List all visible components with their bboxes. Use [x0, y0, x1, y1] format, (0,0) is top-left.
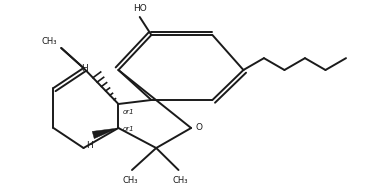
- Text: or1: or1: [123, 126, 135, 132]
- Text: or1: or1: [123, 108, 135, 114]
- Polygon shape: [92, 128, 118, 139]
- Text: O: O: [196, 124, 203, 133]
- Text: HO: HO: [133, 4, 147, 13]
- Text: CH₃: CH₃: [173, 176, 188, 185]
- Text: CH₃: CH₃: [42, 37, 57, 46]
- Text: H: H: [81, 64, 88, 73]
- Text: CH₃: CH₃: [122, 176, 138, 185]
- Text: H: H: [86, 141, 93, 150]
